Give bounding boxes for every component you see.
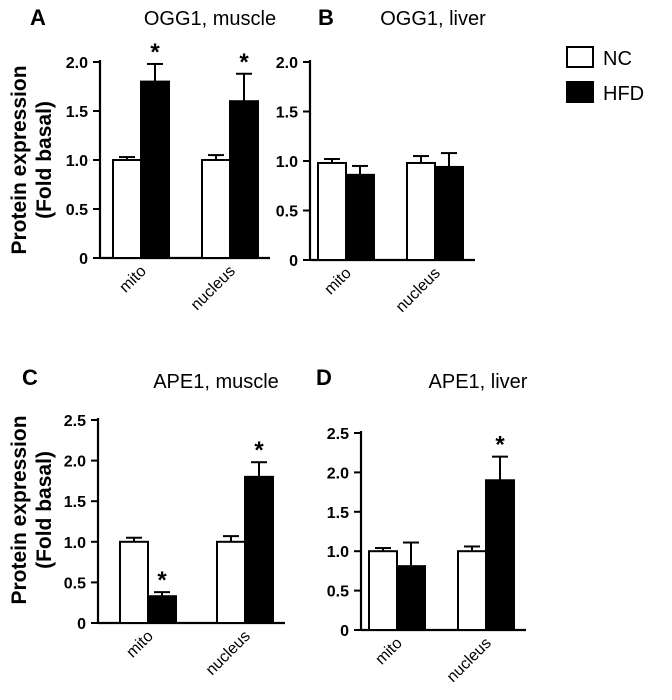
panel-d-bar-nc-mito xyxy=(368,550,398,632)
panel-b-y-tick-label: 0 xyxy=(289,253,298,270)
panel-a-bar-nc-mito xyxy=(112,159,142,259)
panel-c-y-tick-label: 1.5 xyxy=(64,494,86,511)
panel-a-category-label-nucleus: nucleus xyxy=(188,263,239,314)
ylabel-top-line2: (Fold basal) xyxy=(33,101,56,219)
panel-d-bar-hfd-mito xyxy=(396,565,426,631)
panel-c-category-label-mito: mito xyxy=(123,628,156,661)
panel-b-y-tick-label: 0.5 xyxy=(276,204,298,221)
panel-a-y-tick-label: 1.5 xyxy=(66,104,88,121)
panel-b-y-tick-label: 1.5 xyxy=(276,105,298,122)
panel-a-significance-hfd-mito: * xyxy=(150,39,160,66)
legend-label-hfd: HFD xyxy=(603,83,644,105)
panel-a-title: OGG1, muscle xyxy=(144,8,276,30)
panel-c-y-tick-label: 2.0 xyxy=(64,454,86,471)
panel-c-bar-nc-mito xyxy=(119,540,149,624)
panel-d-bar-nc-nucleus xyxy=(457,550,487,632)
panel-d-title: APE1, liver xyxy=(429,371,528,393)
panel-b-letter: B xyxy=(318,5,334,30)
panel-a-y-tick-label: 0 xyxy=(79,251,88,268)
panel-b-bar-nc-nucleus xyxy=(406,161,436,261)
panel-a-bar-nc-nucleus xyxy=(201,159,231,259)
ylabel-top-line1: Protein expression xyxy=(8,65,31,254)
panel-d-y-tick-label: 2.5 xyxy=(327,426,349,443)
panel-b-bar-nc-mito xyxy=(317,161,347,261)
panel-d-y-tick-label: 1.5 xyxy=(327,505,349,522)
panel-c-y-tick-label: 0 xyxy=(77,616,86,633)
panel-d-bar-hfd-nucleus xyxy=(485,479,515,631)
legend-swatch-hfd xyxy=(566,81,594,103)
legend: NC HFD xyxy=(566,46,644,105)
panel-d-significance-hfd-nucleus: * xyxy=(495,432,505,459)
panel-d-y-tick-label: 2.0 xyxy=(327,465,349,482)
panel-d-y-tick-label: 0 xyxy=(340,623,349,640)
panel-c-bar-hfd-mito xyxy=(147,595,177,624)
panel-a-bar-hfd-mito xyxy=(140,80,170,259)
panel-b-y-tick-label: 1.0 xyxy=(276,154,298,171)
panel-a-significance-hfd-nucleus: * xyxy=(239,49,249,76)
panel-a-letter: A xyxy=(30,5,46,30)
panel-c-title: APE1, muscle xyxy=(153,371,279,393)
panel-b-bar-hfd-mito xyxy=(345,173,375,261)
panel-c-category-label-nucleus: nucleus xyxy=(203,628,254,679)
panel-b-y-tick-label: 2.0 xyxy=(276,55,298,72)
panel-a-y-tick-label: 0.5 xyxy=(66,202,88,219)
panel-c-significance-hfd-mito: * xyxy=(157,567,167,594)
panel-d-y-tick-label: 1.0 xyxy=(327,544,349,561)
panel-d-y-tick-label: 0.5 xyxy=(327,584,349,601)
legend-label-nc: NC xyxy=(603,48,632,70)
panel-b-title: OGG1, liver xyxy=(380,8,486,30)
panel-b-category-label-nucleus: nucleus xyxy=(393,265,444,316)
ylabel-bottom-line1: Protein expression xyxy=(8,415,31,604)
panel-d-letter: D xyxy=(316,365,332,390)
panel-c-y-tick-label: 2.5 xyxy=(64,413,86,430)
panel-b-bar-hfd-nucleus xyxy=(434,165,464,261)
panel-a-bar-hfd-nucleus xyxy=(229,100,259,259)
panel-d-category-label-nucleus: nucleus xyxy=(444,635,495,686)
panel-c-letter: C xyxy=(22,365,38,390)
panel-c-y-tick-label: 0.5 xyxy=(64,575,86,592)
panel-c-bar-hfd-nucleus xyxy=(244,475,274,624)
legend-swatch-nc xyxy=(566,46,594,68)
panel-a-y-tick-label: 2.0 xyxy=(66,55,88,72)
panel-d-category-label-mito: mito xyxy=(372,635,405,668)
panel-c-y-tick-label: 1.0 xyxy=(64,535,86,552)
panel-a-category-label-mito: mito xyxy=(116,263,149,296)
panel-b-category-label-mito: mito xyxy=(321,265,354,298)
panel-c-significance-hfd-nucleus: * xyxy=(254,437,264,464)
ylabel-bottom-line2: (Fold basal) xyxy=(33,451,56,569)
panel-a-y-tick-label: 1.0 xyxy=(66,153,88,170)
panel-c-bar-nc-nucleus xyxy=(216,540,246,624)
